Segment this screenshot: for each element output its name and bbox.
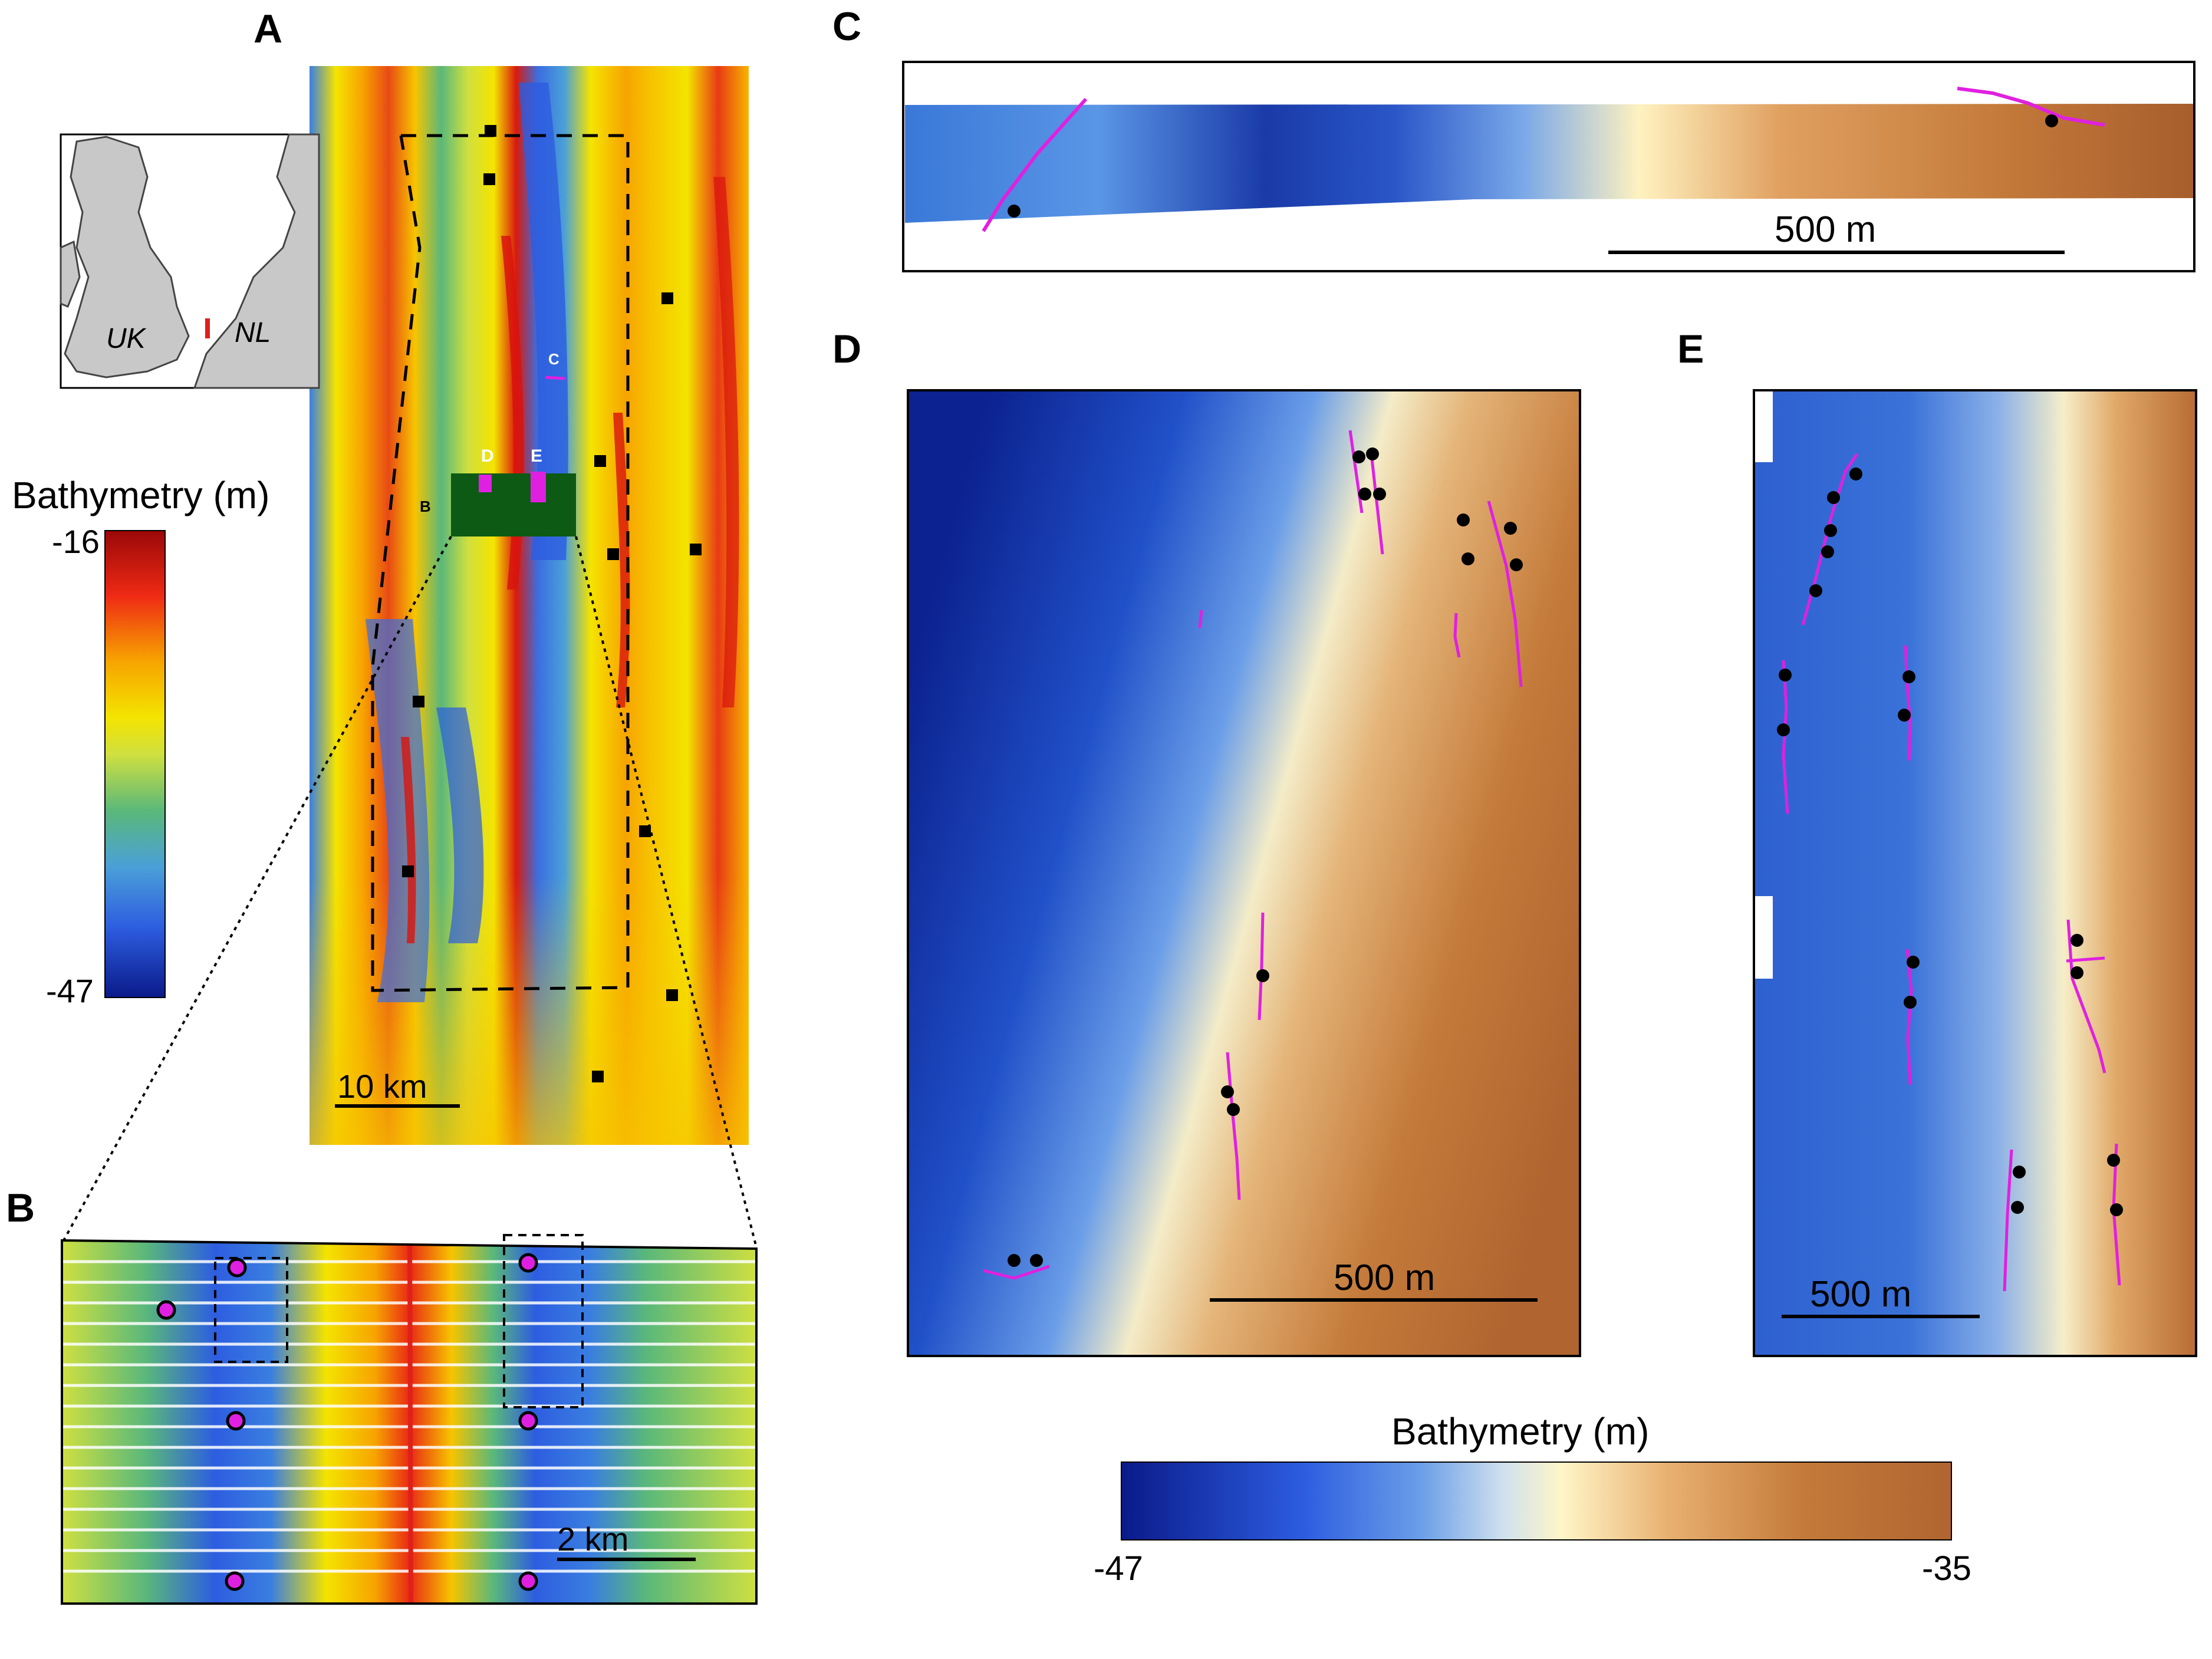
box-d-outline (214, 1257, 288, 1363)
box-label-d: D (481, 446, 494, 466)
continent-landmass (193, 133, 320, 389)
box-e-outline (503, 1234, 584, 1408)
panel-label-b: B (6, 1186, 35, 1230)
panel-c-map: 500 m (902, 61, 2195, 272)
inset-nl-label: NL (235, 317, 271, 348)
station-markers (402, 125, 702, 1082)
panel-label-a: A (254, 6, 282, 51)
panel-label-d: D (832, 327, 861, 371)
track-c-2 (1957, 87, 2105, 127)
scale-label-a: 10 km (337, 1068, 427, 1105)
panel-label-c: C (832, 4, 861, 49)
panel-d-tracks (983, 430, 1523, 1280)
panel-a-map: D E B C 10 km (310, 66, 749, 1145)
panel-e-map: 500 m (1753, 389, 2197, 1357)
panel-e-bathymetry (1753, 389, 2197, 1357)
scale-label-e: 500 m (1810, 1274, 1911, 1315)
inset-map: UK NL (60, 133, 320, 389)
study-area-box (451, 473, 576, 536)
scale-label-d: 500 m (1334, 1258, 1435, 1298)
colorbar-left-min: -47 (46, 972, 94, 1009)
panel-b-map: 2 km (61, 1234, 758, 1605)
panel-c-bathymetry (905, 104, 2193, 223)
uk-landmass (64, 136, 190, 378)
colorbar-left: Bathymetry (m) -16 -47 (12, 474, 269, 1009)
colorbar-bottom-min: -47 (1094, 1549, 1143, 1588)
panel-d-dots (1008, 447, 1523, 1267)
panel-label-e: E (1677, 327, 1704, 371)
survey-outline (371, 134, 630, 992)
colorbar-left-title: Bathymetry (m) (12, 474, 269, 516)
panel-d-map: 500 m (907, 389, 1581, 1357)
panel-e-dots (1777, 468, 2123, 1216)
colorbar-bottom: Bathymetry (m) -47 -35 (1094, 1410, 1971, 1588)
box-label-e: E (531, 446, 542, 466)
track-c-1 (982, 98, 1088, 232)
box-e-marker (531, 472, 546, 502)
scale-label-b: 2 km (557, 1520, 628, 1558)
panel-d-bathymetry (907, 389, 1581, 1357)
box-label-c: C (548, 350, 559, 368)
panel-b-markers (156, 1253, 538, 1591)
box-d-marker (479, 475, 492, 492)
box-label-b: B (420, 498, 431, 515)
study-location-marker (205, 318, 210, 338)
track-c-marker (545, 376, 565, 380)
inset-uk-label: UK (106, 323, 147, 354)
colorbar-bottom-title: Bathymetry (m) (1391, 1410, 1649, 1453)
colorbar-left-max: -16 (52, 523, 100, 560)
colorbar-bottom-max: -35 (1922, 1549, 1971, 1588)
scale-label-c: 500 m (1775, 209, 1876, 250)
